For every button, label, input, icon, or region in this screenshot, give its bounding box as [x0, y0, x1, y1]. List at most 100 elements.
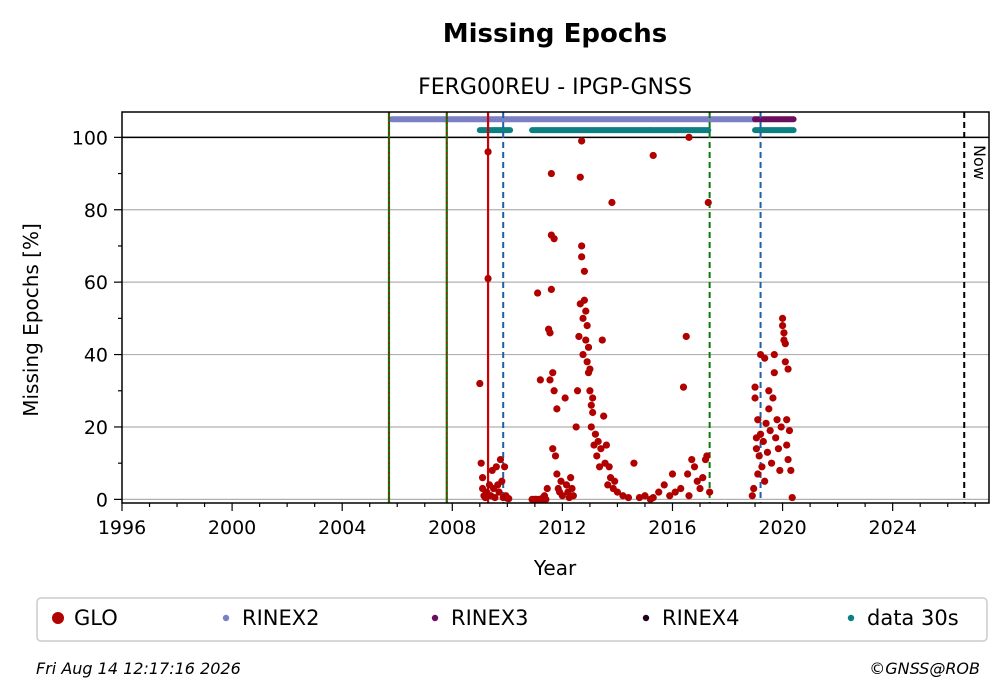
- data-point-GLO-64: [578, 137, 586, 145]
- data-point-GLO-145: [765, 387, 773, 395]
- data-point-GLO-144: [763, 448, 772, 456]
- data-point-GLO-126: [704, 198, 712, 207]
- data-point-GLO-75: [584, 343, 593, 351]
- data-point-GLO-111: [668, 470, 677, 478]
- data-point-GLO-79: [587, 401, 595, 409]
- legend-label-GLO: GLO: [74, 606, 118, 630]
- data-point-GLO-77: [586, 365, 594, 373]
- data-point-GLO-61: [575, 332, 583, 341]
- data-point-GLO-99: [613, 488, 622, 496]
- data-point-GLO-112: [671, 488, 679, 496]
- data-point-GLO-163: [783, 416, 791, 424]
- data-point-GLO-5: [481, 493, 489, 502]
- y-tick-label-100: 100: [72, 127, 108, 149]
- data-point-GLO-101: [624, 493, 633, 502]
- data-point-GLO-8: [484, 274, 492, 283]
- data-point-GLO-71: [582, 307, 590, 315]
- data-point-GLO-94: [605, 463, 613, 471]
- y-tick-label-60: 60: [84, 272, 108, 294]
- data-point-GLO-121: [693, 477, 701, 485]
- legend-label-RINEX3: RINEX3: [451, 606, 529, 630]
- data-point-GLO-113: [677, 484, 685, 493]
- legend: GLO RINEX2 RINEX3 RINEX4 data 30s: [36, 597, 988, 642]
- footer-timestamp: Fri Aug 14 12:17:16 2026: [36, 659, 241, 678]
- data-point-GLO-0: [476, 379, 484, 388]
- data-point-GLO-109: [660, 481, 668, 489]
- data-point-GLO-156: [777, 423, 785, 431]
- legend-label-RINEX2: RINEX2: [242, 606, 320, 630]
- x-tick-label-2020: 2020: [758, 517, 806, 539]
- data-point-GLO-86: [594, 437, 602, 446]
- chart-title: Missing Epochs: [443, 19, 667, 49]
- data-point-GLO-37: [546, 376, 554, 384]
- y-tick-label-80: 80: [84, 200, 108, 222]
- data-point-GLO-72: [582, 336, 590, 344]
- data-point-GLO-117: [685, 133, 693, 141]
- data-point-GLO-115: [682, 332, 690, 341]
- data-point-GLO-7: [484, 148, 492, 156]
- x-axis-label: Year: [533, 556, 577, 580]
- y-tick-label-40: 40: [84, 345, 108, 367]
- data-point-GLO-40: [547, 285, 555, 293]
- x-tick-label-2008: 2008: [428, 517, 476, 539]
- data-point-GLO-114: [679, 383, 688, 391]
- data-point-GLO-60: [573, 387, 582, 395]
- data-point-GLO-158: [778, 322, 787, 330]
- data-point-GLO-165: [784, 455, 792, 464]
- data-point-GLO-81: [589, 394, 597, 402]
- data-point-GLO-166: [784, 365, 792, 373]
- data-point-GLO-46: [553, 470, 561, 478]
- x-tick-label-2012: 2012: [538, 517, 586, 539]
- now-label: Now: [970, 145, 989, 180]
- data-point-GLO-36: [546, 329, 554, 337]
- data-point-GLO-43: [550, 235, 558, 243]
- legend-label-RINEX4: RINEX4: [662, 606, 740, 630]
- x-tick-label-2024: 2024: [868, 517, 916, 539]
- data-point-GLO-92: [602, 441, 611, 449]
- data-point-GLO-68: [579, 350, 587, 359]
- data-point-GLO-131: [751, 394, 759, 402]
- data-point-GLO-157: [778, 314, 787, 322]
- data-point-GLO-122: [696, 484, 704, 493]
- legend-box: [36, 597, 988, 642]
- data-point-GLO-59: [572, 423, 580, 431]
- x-tick-label-1996: 1996: [98, 517, 146, 539]
- legend-label-data30s: data 30s: [867, 606, 959, 630]
- availability-bars: [388, 116, 797, 134]
- data-point-GLO-34: [543, 484, 551, 493]
- data-point-GLO-17: [496, 455, 505, 464]
- data-point-GLO-47: [553, 405, 561, 413]
- data-point-GLO-14: [492, 463, 500, 471]
- plot-frame: [121, 111, 990, 504]
- y-axis-label: Missing Epochs [%]: [19, 223, 43, 417]
- data-point-GLO-66: [578, 253, 586, 261]
- data-point-GLO-164: [783, 441, 791, 449]
- data-point-GLO-142: [761, 477, 769, 485]
- data-point-GLO-127: [706, 488, 714, 496]
- x-tick-label-2000: 2000: [208, 517, 256, 539]
- data-point-GLO-140: [759, 437, 767, 446]
- data-point-GLO-102: [630, 459, 638, 467]
- data-point-GLO-58: [569, 492, 577, 500]
- data-point-GLO-169: [788, 493, 796, 502]
- data-point-GLO-151: [770, 369, 778, 377]
- data-point-GLO-128: [748, 492, 756, 500]
- data-point-GLO-93: [604, 481, 612, 489]
- data-point-GLO-130: [751, 383, 759, 391]
- data-point-GLO-134: [754, 470, 762, 478]
- data-point-GLO-103: [635, 493, 644, 502]
- data-point-GLO-139: [758, 463, 766, 471]
- data-point-GLO-138: [756, 430, 765, 438]
- data-point-GLO-50: [557, 477, 565, 485]
- data-point-GLO-125: [703, 452, 711, 460]
- legend-marker-RINEX2: [222, 614, 230, 622]
- data-point-GLO-56: [567, 474, 575, 482]
- data-point-GLO-98: [611, 477, 619, 485]
- data-point-GLO-62: [576, 173, 584, 181]
- data-point-GLO-119: [688, 455, 696, 464]
- data-point-GLO-104: [641, 492, 649, 500]
- data-point-GLO-152: [772, 434, 780, 442]
- data-point-GLO-16: [495, 488, 503, 496]
- data-point-GLO-29: [536, 376, 544, 384]
- axes: 1996 2000 2004 2008 2012 2016 2020 2024 0 20 40 60 8…: [72, 111, 990, 539]
